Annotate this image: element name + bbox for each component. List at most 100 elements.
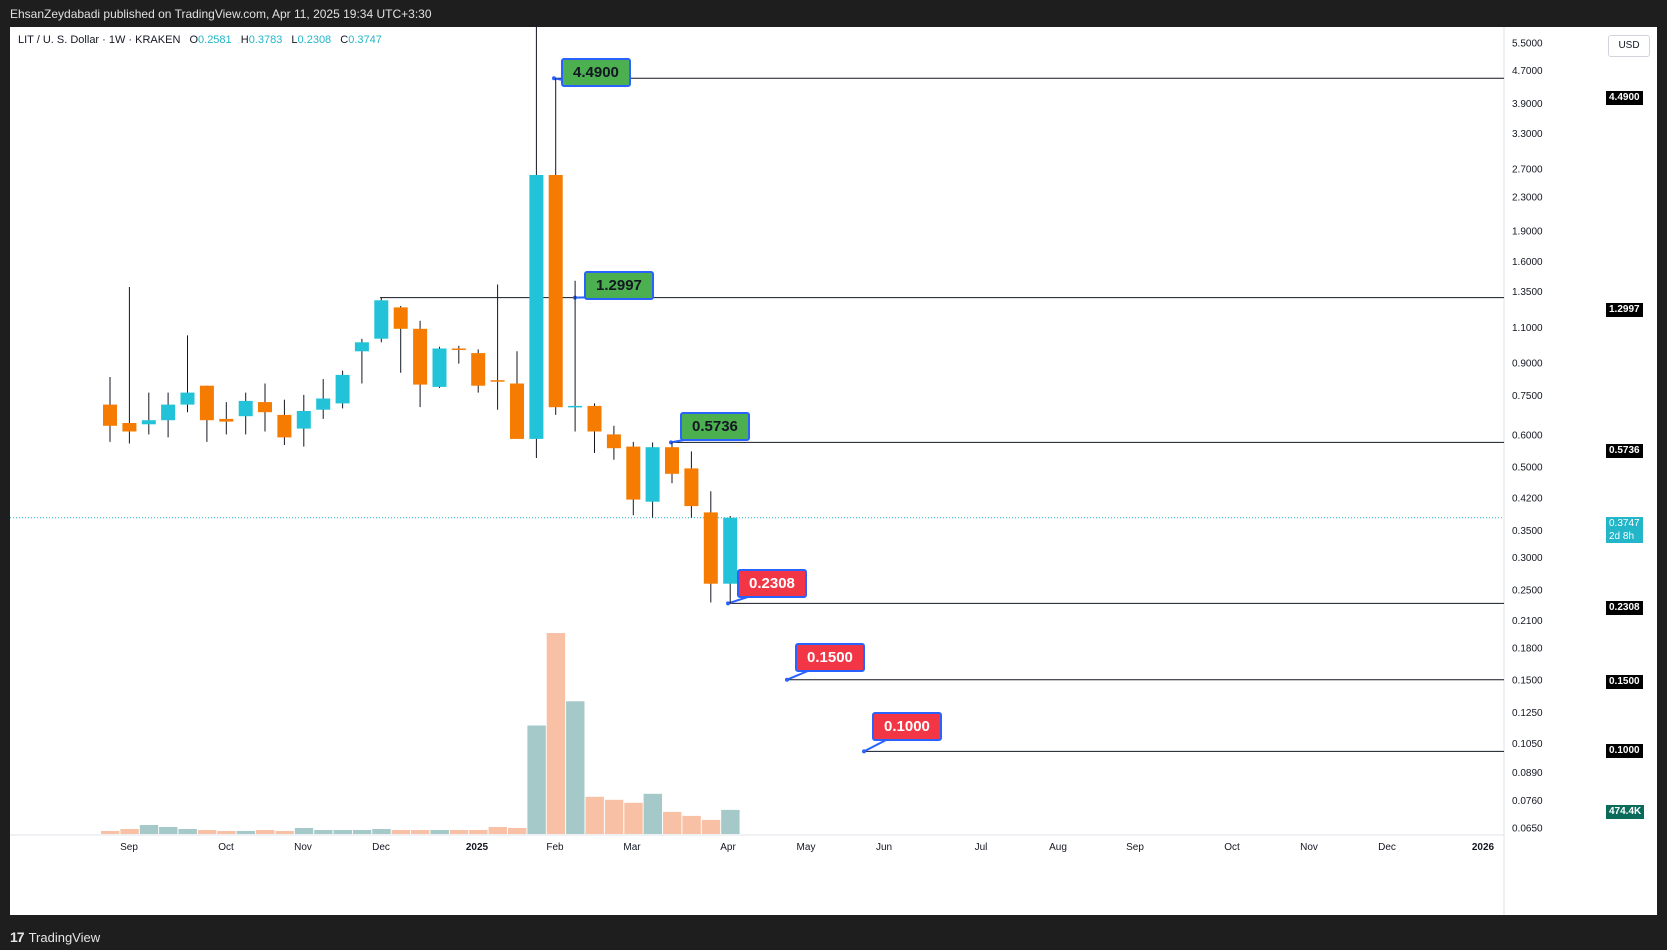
- level-tag-0-2308: 0.2308: [1606, 601, 1643, 615]
- tradingview-logo[interactable]: 17 TradingView: [10, 929, 100, 945]
- price-tick-label: 0.3000: [1512, 553, 1543, 564]
- time-tick-label: Sep: [1126, 842, 1144, 853]
- callout-0-2308[interactable]: 0.2308: [737, 569, 807, 598]
- time-tick-label: Aug: [1049, 842, 1067, 853]
- price-tick-label: 0.2100: [1512, 616, 1543, 627]
- candle-body: [529, 175, 544, 439]
- price-tick-label: 2.7000: [1512, 164, 1543, 175]
- volume-bar: [217, 831, 236, 834]
- volume-bar: [391, 830, 411, 834]
- callout-1-2997[interactable]: 1.2997: [584, 271, 654, 300]
- high-value: 0.3783: [248, 34, 283, 46]
- price-tick-label: 1.1000: [1512, 323, 1543, 334]
- price-tick-label: 3.3000: [1512, 129, 1543, 140]
- time-tick-label: Mar: [623, 842, 641, 853]
- bar-countdown: 2d 8h: [1609, 531, 1635, 542]
- callout-0-15[interactable]: 0.1500: [795, 643, 865, 672]
- time-tick-label: Jun: [876, 842, 892, 853]
- volume-bar: [333, 830, 352, 834]
- symbol-title[interactable]: LIT / U. S. Dollar · 1W · KRAKEN: [18, 34, 181, 46]
- time-tick-label: Oct: [1224, 842, 1240, 853]
- volume-bar: [314, 830, 333, 834]
- current-price-value: 0.3747: [1609, 518, 1640, 529]
- time-tick-label: Feb: [546, 842, 564, 853]
- volume-bar: [624, 802, 643, 834]
- volume-bar: [527, 725, 546, 834]
- price-tick-label: 0.5000: [1512, 463, 1543, 474]
- volume-bar: [488, 827, 507, 834]
- candle-body: [626, 446, 641, 500]
- high-label: H: [240, 34, 249, 46]
- volume-bar: [178, 829, 197, 834]
- callout-4-49[interactable]: 4.4900: [561, 58, 631, 87]
- callout-0-5736[interactable]: 0.5736: [680, 412, 750, 441]
- volume-bar: [663, 811, 682, 834]
- volume-bar: [566, 701, 585, 834]
- volume-bar: [546, 633, 566, 834]
- candle-body: [122, 423, 137, 432]
- price-tick-label: 0.0890: [1512, 768, 1543, 779]
- candle-body: [258, 402, 272, 413]
- candle-body: [548, 175, 563, 408]
- volume-bar: [721, 809, 740, 834]
- volume-bar: [585, 796, 604, 834]
- volume-bar: [256, 830, 275, 834]
- volume-bar: [294, 828, 314, 834]
- close-label: C: [340, 34, 349, 46]
- currency-label[interactable]: USD: [1608, 35, 1650, 57]
- level-tag-0-15: 0.1500: [1606, 675, 1643, 689]
- volume-bar: [120, 829, 139, 834]
- candle-body: [180, 392, 195, 405]
- volume-bar: [236, 831, 256, 834]
- volume-bar: [430, 830, 449, 834]
- time-tick-label: 2025: [466, 842, 489, 853]
- volume-bar: [508, 828, 527, 834]
- price-tick-label: 0.3500: [1512, 526, 1543, 537]
- volume-bar: [139, 825, 159, 834]
- candle-body: [587, 405, 602, 432]
- candle-body: [471, 353, 486, 386]
- candle-body: [568, 405, 583, 408]
- symbol-legend: LIT / U. S. Dollar · 1W · KRAKEN O0.2581…: [18, 34, 382, 46]
- candle-body: [665, 447, 679, 474]
- volume-bar: [604, 799, 624, 834]
- price-tick-label: 0.6000: [1512, 430, 1543, 441]
- chart-panel[interactable]: 5.5000 4.7000 3.9000 3.3000 2.7000 2.3000 1.90…: [10, 27, 1657, 915]
- low-label: L: [291, 34, 298, 46]
- volume-bar: [469, 830, 488, 834]
- candle-body: [316, 398, 331, 410]
- price-tick-label: 4.7000: [1512, 66, 1543, 77]
- publisher-info: EhsanZeydabadi published on TradingView.…: [10, 7, 432, 21]
- candle-body: [277, 414, 292, 438]
- price-tick-label: 0.7500: [1512, 391, 1543, 402]
- candle-body: [490, 380, 505, 382]
- callout-0-1[interactable]: 0.1000: [872, 712, 942, 741]
- volume-bar: [159, 827, 178, 834]
- price-tick-label: 0.1800: [1512, 643, 1543, 654]
- bottom-bar: 17 TradingView: [0, 922, 1667, 950]
- candle-body: [703, 512, 718, 584]
- volume-bar: [352, 830, 372, 834]
- time-tick-label: 2026: [1472, 842, 1495, 853]
- current-price-tag: 0.3747 2d 8h: [1606, 517, 1643, 543]
- volume-bar: [449, 830, 469, 834]
- chart-canvas[interactable]: 5.5000 4.7000 3.9000 3.3000 2.7000 2.3000 1.90…: [10, 27, 1657, 915]
- time-tick-label: Sep: [120, 842, 138, 853]
- candle-body: [432, 348, 447, 387]
- level-tag-1-2997: 1.2997: [1606, 303, 1643, 317]
- candle-body: [161, 404, 176, 421]
- volume-bar: [101, 831, 120, 834]
- time-tick-label: Nov: [1300, 842, 1318, 853]
- candle-body: [219, 418, 234, 422]
- price-tick-label: 0.9000: [1512, 359, 1543, 370]
- tradingview-logo-icon: 17: [10, 929, 25, 945]
- candle-body: [451, 348, 466, 350]
- candle-body: [238, 400, 253, 417]
- candle-body: [684, 468, 699, 507]
- price-tick-label: 5.5000: [1512, 38, 1543, 49]
- tradingview-logo-text: TradingView: [28, 929, 101, 945]
- volume-tag: 474.4K: [1606, 805, 1645, 819]
- candle-body: [606, 434, 621, 449]
- low-value: 0.2308: [297, 34, 332, 46]
- top-bar: EhsanZeydabadi published on TradingView.…: [0, 0, 1667, 27]
